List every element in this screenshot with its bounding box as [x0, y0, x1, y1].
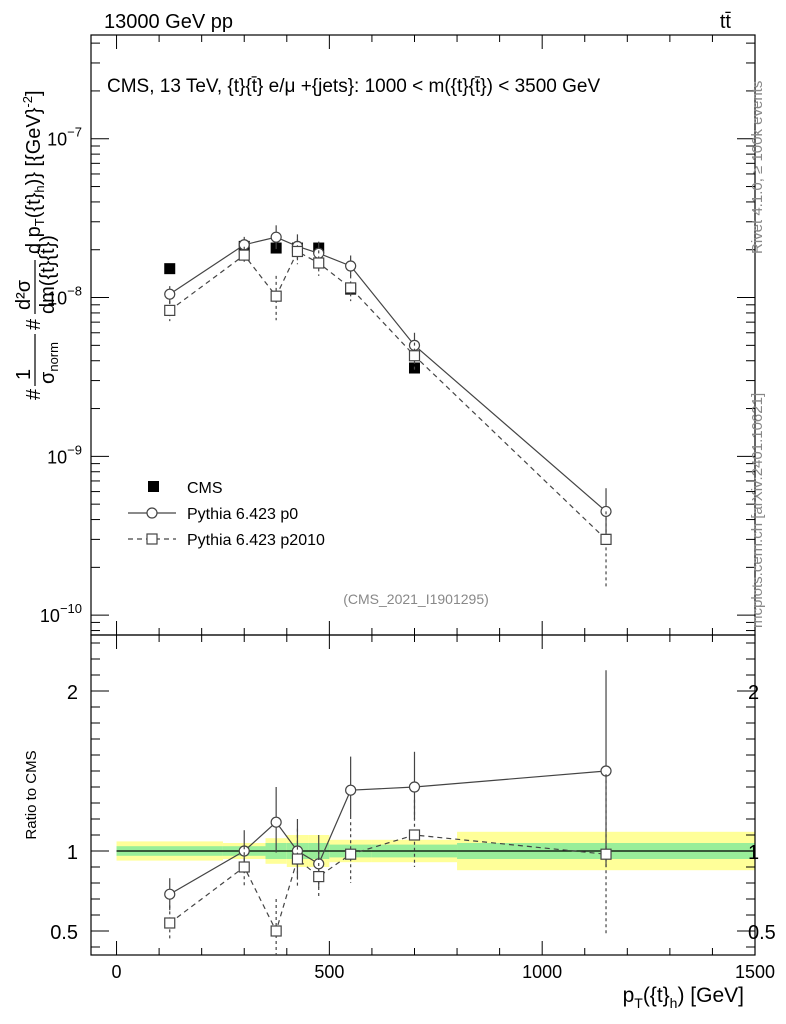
ratio-tick-label-left: 2 — [67, 682, 78, 704]
ratio-tick-label-right: 0.5 — [748, 922, 776, 944]
ratio-axis-label: Ratio to CMS — [23, 750, 40, 839]
uncertainty-bands — [116, 831, 755, 871]
ratio-point-p2010 — [238, 861, 250, 873]
y-label-one: 1 — [13, 369, 35, 380]
ratio-point-p2010 — [408, 829, 421, 841]
legend-label-cms: CMS — [187, 480, 223, 497]
y-label-hash2: # — [23, 318, 45, 330]
ratio-point-p0 — [238, 845, 250, 857]
x-tick-label: 0 — [112, 962, 122, 982]
ratio-point-p2010 — [345, 848, 357, 860]
y-tick-label: 10−10 — [40, 601, 82, 626]
data-point-p2010 — [600, 533, 612, 545]
ratio-point-p0 — [408, 781, 421, 793]
legend: CMS Pythia 6.423 p0 Pythia 6.423 p2010 — [128, 480, 325, 549]
ratio-line-2 — [169, 834, 607, 933]
y-label-hash1: # — [23, 388, 45, 400]
data-point-p2010 — [313, 257, 325, 269]
header-right: tt̄ — [720, 11, 732, 33]
ratio-point-p0 — [270, 816, 282, 828]
y-tick-label: 10−8 — [47, 284, 82, 309]
ratio-point-p0 — [345, 784, 357, 796]
data-point-p0 — [345, 260, 357, 272]
ratio-tick-label-left: 0.5 — [50, 922, 78, 944]
series-line-2 — [169, 250, 607, 540]
y-label-rest: d pT({t}h)} [{GeV}-2] — [20, 90, 47, 254]
data-point-p2010 — [270, 290, 282, 302]
data-point-p2010 — [408, 350, 421, 362]
ratio-tick-label-left: 1 — [67, 842, 78, 864]
y-axis-label: # 1 σnorm # d²σ dm({t}{t̄}) d pT({t}h)} … — [13, 90, 61, 400]
data-point-p2010 — [291, 245, 304, 258]
legend-marker-p2010 — [146, 533, 158, 545]
data-point-p0 — [600, 505, 612, 518]
legend-label-p0: Pythia 6.423 p0 — [187, 506, 298, 523]
y-tick-label: 10−9 — [47, 442, 82, 467]
x-tick-label: 1000 — [522, 962, 562, 982]
x-tick-label: 1500 — [735, 962, 775, 982]
data-point-p0 — [270, 231, 282, 243]
ratio-plot-frame — [90, 634, 756, 956]
ratio-tick-label-right: 2 — [748, 682, 759, 704]
analysis-id: (CMS_2021_I1901295) — [343, 591, 489, 607]
header-left: 13000 GeV pp — [104, 11, 233, 33]
ratio-tick-label-right: 1 — [748, 842, 759, 864]
ratio-line-1 — [169, 770, 607, 895]
x-axis-label: pT({t}h) [GeV] — [623, 984, 744, 1011]
plot-title: CMS, 13 TeV, {t}{t̄} e/μ +{jets}: 1000 <… — [107, 76, 600, 97]
data-marks — [164, 225, 612, 955]
legend-marker-p0 — [146, 507, 158, 519]
data-point-p2010 — [164, 304, 176, 316]
ratio-point-p2010 — [600, 848, 612, 860]
mcplots-label: mcplots.cern.ch [arXiv:2401.10621] — [749, 393, 766, 628]
y-label-numer: d²σ — [13, 279, 35, 310]
ratio-point-p2010 — [313, 870, 325, 883]
y-tick-label: 10−7 — [47, 125, 82, 150]
data-point-p2010 — [238, 249, 250, 261]
data-point-p2010 — [345, 282, 357, 294]
data-point-p0 — [164, 288, 176, 300]
series-line-1 — [169, 236, 607, 512]
legend-marker-cms — [148, 481, 159, 492]
rivet-label: Rivet 4.1.0, ≥ 100k events — [749, 81, 766, 254]
axes: 0 500 1000 1500 10−10 10−9 10−8 10−7 0.5 0.5 1 1 2 2 — [40, 35, 776, 982]
ratio-point-p0 — [164, 888, 176, 900]
ratio-point-p2010 — [291, 853, 304, 865]
legend-label-p2010: Pythia 6.423 p2010 — [187, 532, 325, 549]
ratio-point-p2010 — [270, 925, 282, 937]
data-point-cms — [164, 263, 176, 275]
y-label-sigma: σnorm — [37, 342, 61, 384]
y-label-denom: dm({t}{t̄}) — [37, 235, 59, 314]
ratio-point-p2010 — [164, 917, 176, 929]
x-tick-label: 500 — [314, 962, 344, 982]
